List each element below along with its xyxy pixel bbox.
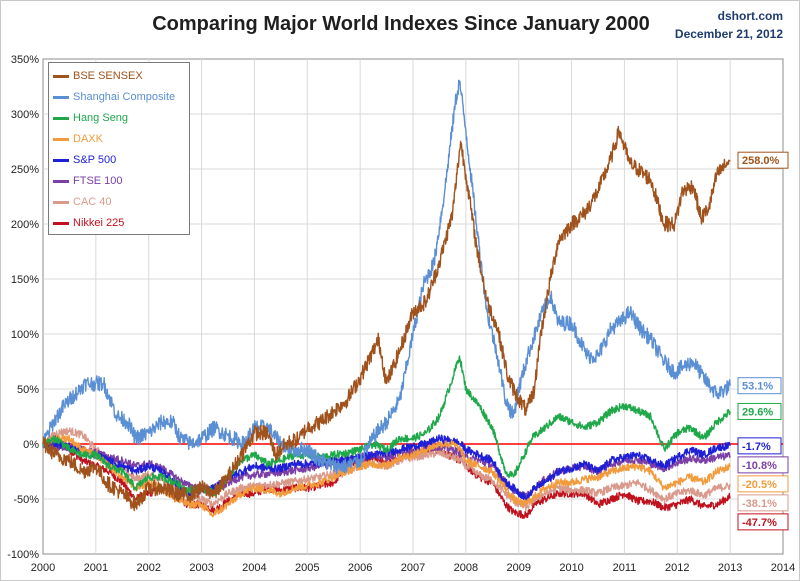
end-value-label-box: [737, 377, 782, 395]
y-tick-label: 0%: [23, 439, 39, 451]
end-value-label: -20.5%: [742, 479, 777, 491]
legend-swatch: [53, 179, 69, 183]
end-value-label: -1.7%: [742, 441, 771, 453]
end-value-label-box: [737, 494, 789, 512]
legend-label: FTSE 100: [73, 175, 123, 187]
legend-swatch: [53, 95, 69, 99]
legend-label: Hang Seng: [73, 112, 129, 124]
x-tick-label: 2006: [348, 562, 372, 574]
end-value-label: -47.7%: [742, 517, 777, 529]
legend-label: Shanghai Composite: [73, 91, 176, 103]
x-tick-label: 2012: [665, 562, 689, 574]
y-tick-label: 200%: [11, 219, 39, 231]
end-value-label: -38.1%: [742, 498, 777, 510]
legend-label: Nikkei 225: [73, 217, 125, 229]
end-value-label: -10.8%: [742, 460, 777, 472]
legend-label: BSE SENSEX: [73, 70, 143, 82]
legend-item: Hang Seng: [53, 108, 128, 128]
end-value-label-box: [737, 402, 782, 420]
x-tick-label: 2010: [559, 562, 583, 574]
legend-item: Nikkei 225: [53, 213, 124, 233]
legend-swatch: [53, 221, 69, 225]
y-tick-label: 250%: [11, 164, 39, 176]
legend-swatch: [53, 137, 69, 141]
x-tick-label: 2000: [31, 562, 55, 574]
end-value-label-box: [737, 513, 789, 531]
x-tick-label: 2004: [242, 562, 266, 574]
y-tick-label: 350%: [11, 54, 39, 66]
x-tick-label: 2013: [718, 562, 742, 574]
end-value-label-box: [737, 151, 789, 169]
legend-swatch: [53, 158, 69, 162]
source-site: dshort.com: [717, 9, 783, 23]
y-tick-label: -100%: [7, 549, 39, 561]
end-value-label-box: [737, 437, 782, 455]
end-value-label-box: [737, 475, 789, 493]
series-line: [42, 79, 731, 475]
y-tick-label: 50%: [17, 384, 39, 396]
x-tick-label: 2003: [189, 562, 213, 574]
legend-item: Shanghai Composite: [53, 87, 175, 107]
chart-title: Comparing Major World Indexes Since Janu…: [152, 13, 650, 35]
x-tick-label: 2007: [401, 562, 425, 574]
legend-label: S&P 500: [73, 154, 117, 166]
x-tick-label: 2011: [613, 562, 637, 574]
legend-label: DAXK: [73, 133, 103, 145]
end-value-label: 53.1%: [742, 381, 773, 393]
legend-swatch: [53, 200, 69, 204]
x-tick-label: 2008: [454, 562, 478, 574]
series-line: [42, 125, 731, 512]
end-value-label: 258.0%: [742, 155, 780, 167]
legend-label: CAC 40: [73, 196, 112, 208]
legend-item: CAC 40: [53, 192, 112, 212]
y-tick-label: 100%: [11, 329, 39, 341]
y-tick-label: 150%: [11, 274, 39, 286]
legend-item: BSE SENSEX: [53, 66, 143, 86]
legend-swatch: [53, 116, 69, 120]
legend-item: FTSE 100: [53, 171, 123, 191]
source-block: dshort.com December 21, 2012: [675, 7, 783, 43]
legend-item: DAXK: [53, 129, 103, 149]
x-tick-label: 2001: [84, 562, 108, 574]
x-tick-label: 2009: [506, 562, 530, 574]
end-value-label: 29.6%: [742, 406, 773, 418]
x-tick-label: 2014: [771, 562, 795, 574]
legend-item: S&P 500: [53, 150, 116, 170]
end-value-label-box: [737, 456, 789, 474]
series-line: [42, 355, 731, 497]
x-tick-label: 2005: [295, 562, 319, 574]
y-tick-label: -50%: [13, 494, 39, 506]
x-tick-label: 2002: [136, 562, 160, 574]
legend: BSE SENSEX Shanghai Composite Hang Seng DAX…: [48, 62, 190, 235]
source-date: December 21, 2012: [674, 27, 783, 41]
y-tick-label: 300%: [11, 109, 39, 121]
legend-swatch: [53, 74, 69, 78]
